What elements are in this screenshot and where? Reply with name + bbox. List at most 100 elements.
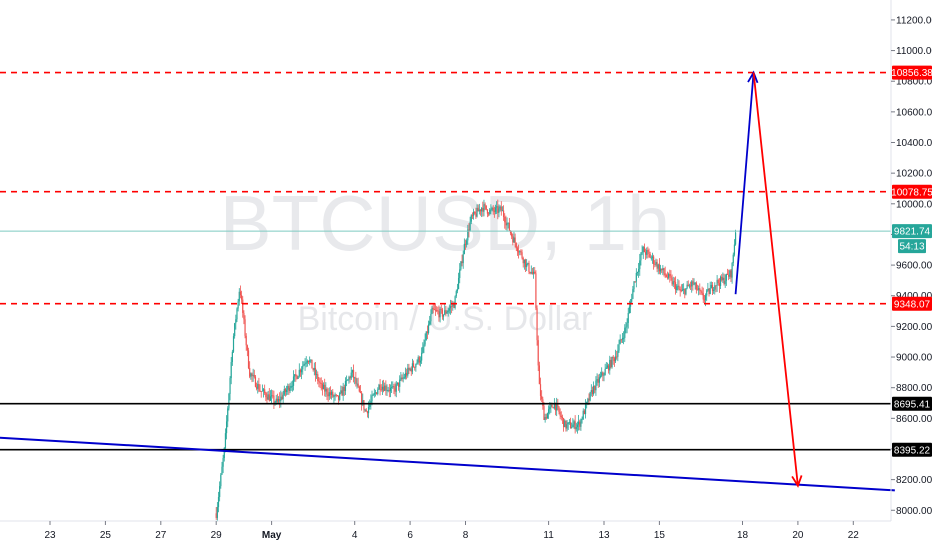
- candle-body: [606, 365, 609, 368]
- candle-body: [524, 259, 527, 268]
- x-tick-label: 23: [44, 530, 56, 541]
- candle-body: [624, 327, 626, 338]
- candle-body: [359, 391, 362, 393]
- candle-body: [341, 390, 343, 396]
- candle-body: [468, 229, 470, 231]
- candle-body: [231, 351, 233, 363]
- candle-body: [236, 308, 238, 320]
- candle-body: [486, 209, 489, 214]
- candle-body: [595, 380, 597, 391]
- candle-body: [279, 399, 281, 402]
- time-axis[interactable]: 23 25 27 29 May 4 6 8 11 13 15 18 20 22: [44, 521, 859, 541]
- candle-body: [419, 360, 422, 363]
- price-axis[interactable]: 8000.008200.008400.008600.008800.009000.…: [891, 15, 932, 517]
- candle-body: [640, 253, 642, 261]
- candle-body: [723, 277, 725, 284]
- candle-body: [361, 392, 363, 405]
- candle-body: [734, 232, 737, 245]
- candle-body: [632, 289, 634, 299]
- candle-body: [399, 379, 401, 387]
- candle-body: [296, 375, 298, 379]
- candle-body: [365, 409, 367, 412]
- level-price-label-bg: [892, 65, 932, 80]
- candle-body: [347, 379, 349, 381]
- countdown-bg: [898, 239, 926, 254]
- x-tick-label: 27: [155, 530, 167, 541]
- candle-body: [563, 418, 565, 428]
- candle-body: [301, 369, 303, 373]
- candle-body: [382, 386, 385, 391]
- x-tick-label: 15: [654, 530, 666, 541]
- candle-body: [245, 335, 247, 346]
- x-tick-label: 6: [407, 530, 413, 541]
- candle-body: [564, 420, 566, 428]
- candle-body: [373, 393, 375, 395]
- candle-body: [612, 356, 614, 359]
- candle-body: [693, 284, 695, 285]
- candle-body: [311, 359, 313, 369]
- candle-body: [324, 384, 326, 392]
- candle-body: [515, 243, 517, 249]
- candle-body: [259, 390, 261, 392]
- candle-body: [378, 384, 380, 390]
- candle-body: [436, 310, 438, 311]
- candle-body: [289, 387, 291, 392]
- y-tick-label: 11200.00: [896, 15, 932, 26]
- candle-body: [415, 364, 417, 368]
- candle-body: [504, 216, 506, 223]
- candle-body: [462, 254, 464, 264]
- candle-body: [651, 256, 654, 258]
- candle-body: [619, 339, 621, 345]
- candle-body: [584, 404, 587, 414]
- level-price-label-bg: [892, 442, 932, 457]
- candle-body: [552, 407, 554, 409]
- candle-body: [297, 376, 299, 379]
- candle-body: [709, 288, 711, 295]
- candle-body: [397, 382, 400, 387]
- candle-body: [269, 396, 272, 401]
- candle-body: [715, 285, 717, 287]
- candle-body: [703, 299, 706, 301]
- watermark-symbol-interval: BTCUSD, 1h: [220, 179, 671, 267]
- candle-body: [371, 395, 373, 402]
- candle-body: [560, 415, 562, 417]
- candle-body: [688, 285, 691, 287]
- candle-body: [273, 395, 275, 403]
- candle-body: [561, 416, 564, 419]
- candle-body: [722, 277, 724, 281]
- level-price-label: 8695.41: [894, 399, 931, 410]
- candle-body: [376, 392, 378, 395]
- candle-body: [287, 385, 289, 390]
- candle-body: [274, 402, 276, 404]
- candle-body: [242, 299, 244, 313]
- candle-body: [290, 385, 292, 388]
- candle-body: [305, 362, 307, 364]
- candle-body: [314, 367, 317, 375]
- candle-body: [250, 373, 252, 377]
- candle-body: [653, 256, 655, 265]
- current-price-label: 9821.74: [894, 227, 931, 238]
- candle-body: [691, 281, 693, 287]
- y-tick-label: 11000.00: [896, 46, 932, 57]
- candle-body: [327, 394, 329, 397]
- candle-body: [475, 213, 477, 217]
- candle-body: [499, 206, 501, 209]
- projection-down-arrow-shaft: [752, 72, 799, 486]
- candle-body: [590, 390, 592, 393]
- candle-body: [550, 405, 552, 407]
- candle-body: [229, 378, 231, 394]
- candle-body: [430, 313, 432, 322]
- candle-body: [472, 211, 475, 216]
- candle-body: [224, 433, 227, 448]
- candle-body: [662, 268, 664, 271]
- candle-body: [336, 395, 338, 396]
- candle-body: [362, 400, 364, 405]
- candle-body: [543, 406, 545, 420]
- candle-body: [446, 312, 448, 314]
- candle-body: [621, 337, 624, 340]
- candle-body: [482, 207, 484, 212]
- candle-body: [411, 363, 414, 372]
- candle-body: [470, 215, 472, 222]
